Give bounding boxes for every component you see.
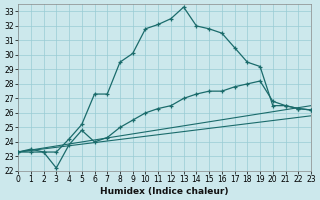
X-axis label: Humidex (Indice chaleur): Humidex (Indice chaleur) bbox=[100, 187, 229, 196]
